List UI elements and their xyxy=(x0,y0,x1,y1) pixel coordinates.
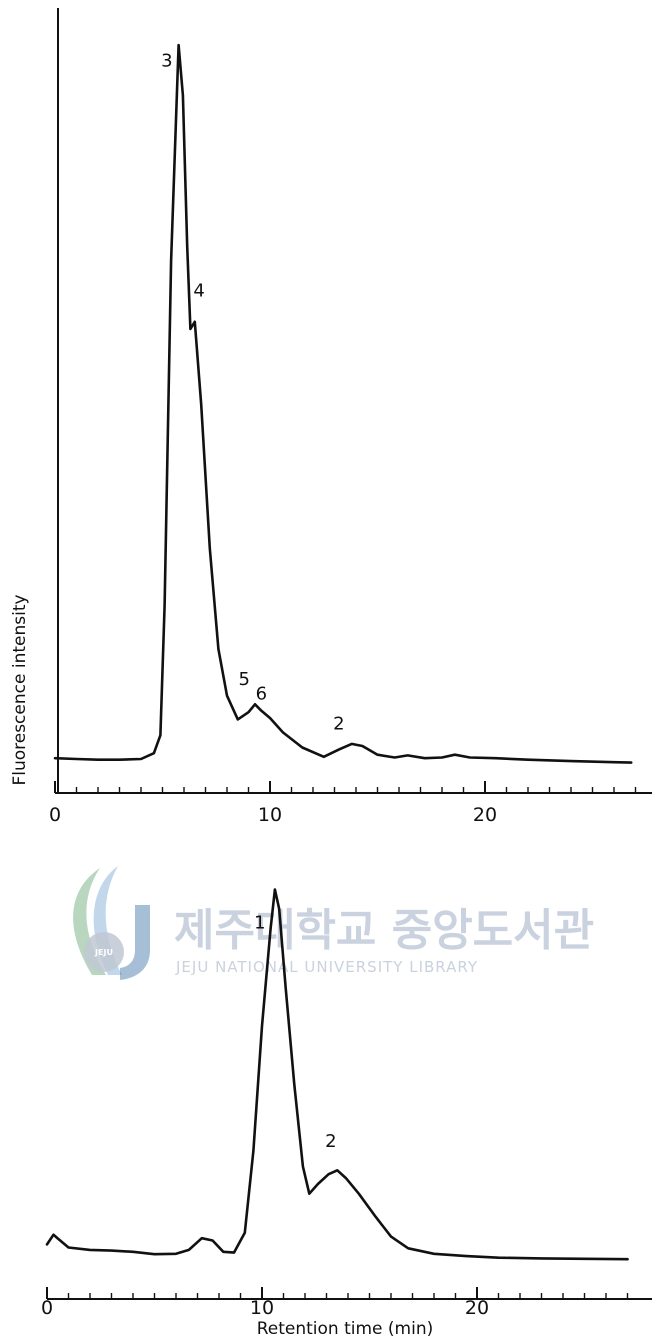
x-tick-label: 20 xyxy=(465,1297,489,1319)
x-tick-label: 20 xyxy=(473,804,497,826)
library-logo: JEJU xyxy=(73,866,150,980)
peak-label-6: 6 xyxy=(256,683,267,704)
chromatogram-trace xyxy=(45,888,629,1261)
peak-label-3: 3 xyxy=(161,51,172,72)
chart-panel-bottom: 0 10 20 1 2 xyxy=(41,888,652,1319)
chromatogram-trace xyxy=(53,43,633,764)
watermark-korean-text: 제주대학교 중앙도서관 xyxy=(174,905,594,956)
peak-label-5: 5 xyxy=(238,669,249,690)
x-axis-title: Retention time (min) xyxy=(257,1319,434,1339)
x-tick-label: 0 xyxy=(41,1297,53,1319)
watermark-english-text: JEJU NATIONAL UNIVERSITY LIBRARY xyxy=(175,958,478,976)
y-axis-title: Fluorescence intensity xyxy=(10,594,30,785)
peak-label-2: 2 xyxy=(325,1131,336,1152)
library-seal-text: JEJU xyxy=(94,948,113,957)
peak-label-2: 2 xyxy=(333,713,344,734)
x-tick-label: 10 xyxy=(250,1297,274,1319)
chart-panel-top: 0 10 20 3 4 56 2 xyxy=(49,8,652,826)
peak-label-4: 4 xyxy=(193,281,204,302)
x-tick-label: 10 xyxy=(258,804,282,826)
library-watermark: JEJU 제주대학교 중앙도서관 JEJU NATIONAL UNIVERSIT… xyxy=(73,866,594,980)
x-tick-label: 0 xyxy=(49,804,61,826)
peak-label-1: 1 xyxy=(254,913,265,934)
